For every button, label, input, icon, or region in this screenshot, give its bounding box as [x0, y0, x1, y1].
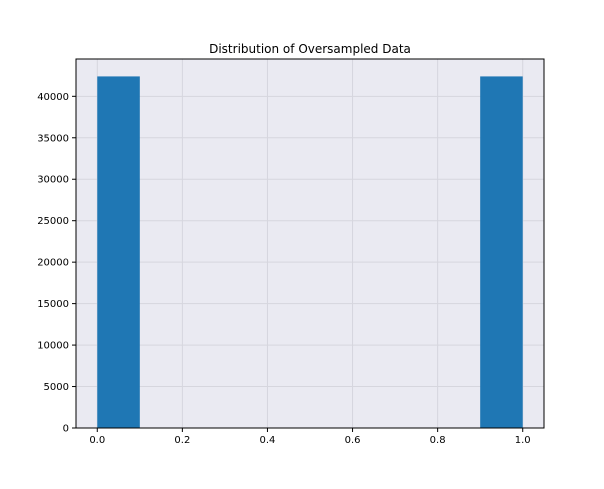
y-tick-label: 5000 [44, 382, 69, 393]
y-tick-label: 25000 [37, 216, 69, 227]
x-tick-label: 1.0 [515, 435, 531, 446]
x-tick-label: 0.8 [430, 435, 446, 446]
x-axis-ticks: 0.0 0.2 0.4 0.6 0.8 1.0 [89, 428, 531, 446]
histogram-bar [480, 76, 523, 428]
axes-frame [75, 58, 545, 429]
x-tick-label: 0.0 [89, 435, 105, 446]
x-tick-label: 0.6 [345, 435, 361, 446]
histogram-bars [97, 76, 523, 428]
y-tick-label: 40000 [37, 92, 69, 103]
histogram-bar [97, 76, 140, 428]
y-tick-label: 20000 [37, 258, 69, 269]
y-tick-label: 15000 [37, 299, 69, 310]
x-tick-label: 0.2 [174, 435, 190, 446]
y-tick-label: 0 [63, 424, 69, 435]
x-tick-label: 0.4 [260, 435, 276, 446]
y-tick-label: 30000 [37, 175, 69, 186]
plot-area [76, 59, 544, 428]
axes-border [75, 58, 545, 429]
chart-title: Distribution of Oversampled Data [209, 42, 411, 56]
y-tick-label: 10000 [37, 341, 69, 352]
y-tick-label: 35000 [37, 133, 69, 144]
y-axis-ticks: 0 5000 10000 15000 20000 25000 30000 35000 40000 [37, 92, 76, 435]
